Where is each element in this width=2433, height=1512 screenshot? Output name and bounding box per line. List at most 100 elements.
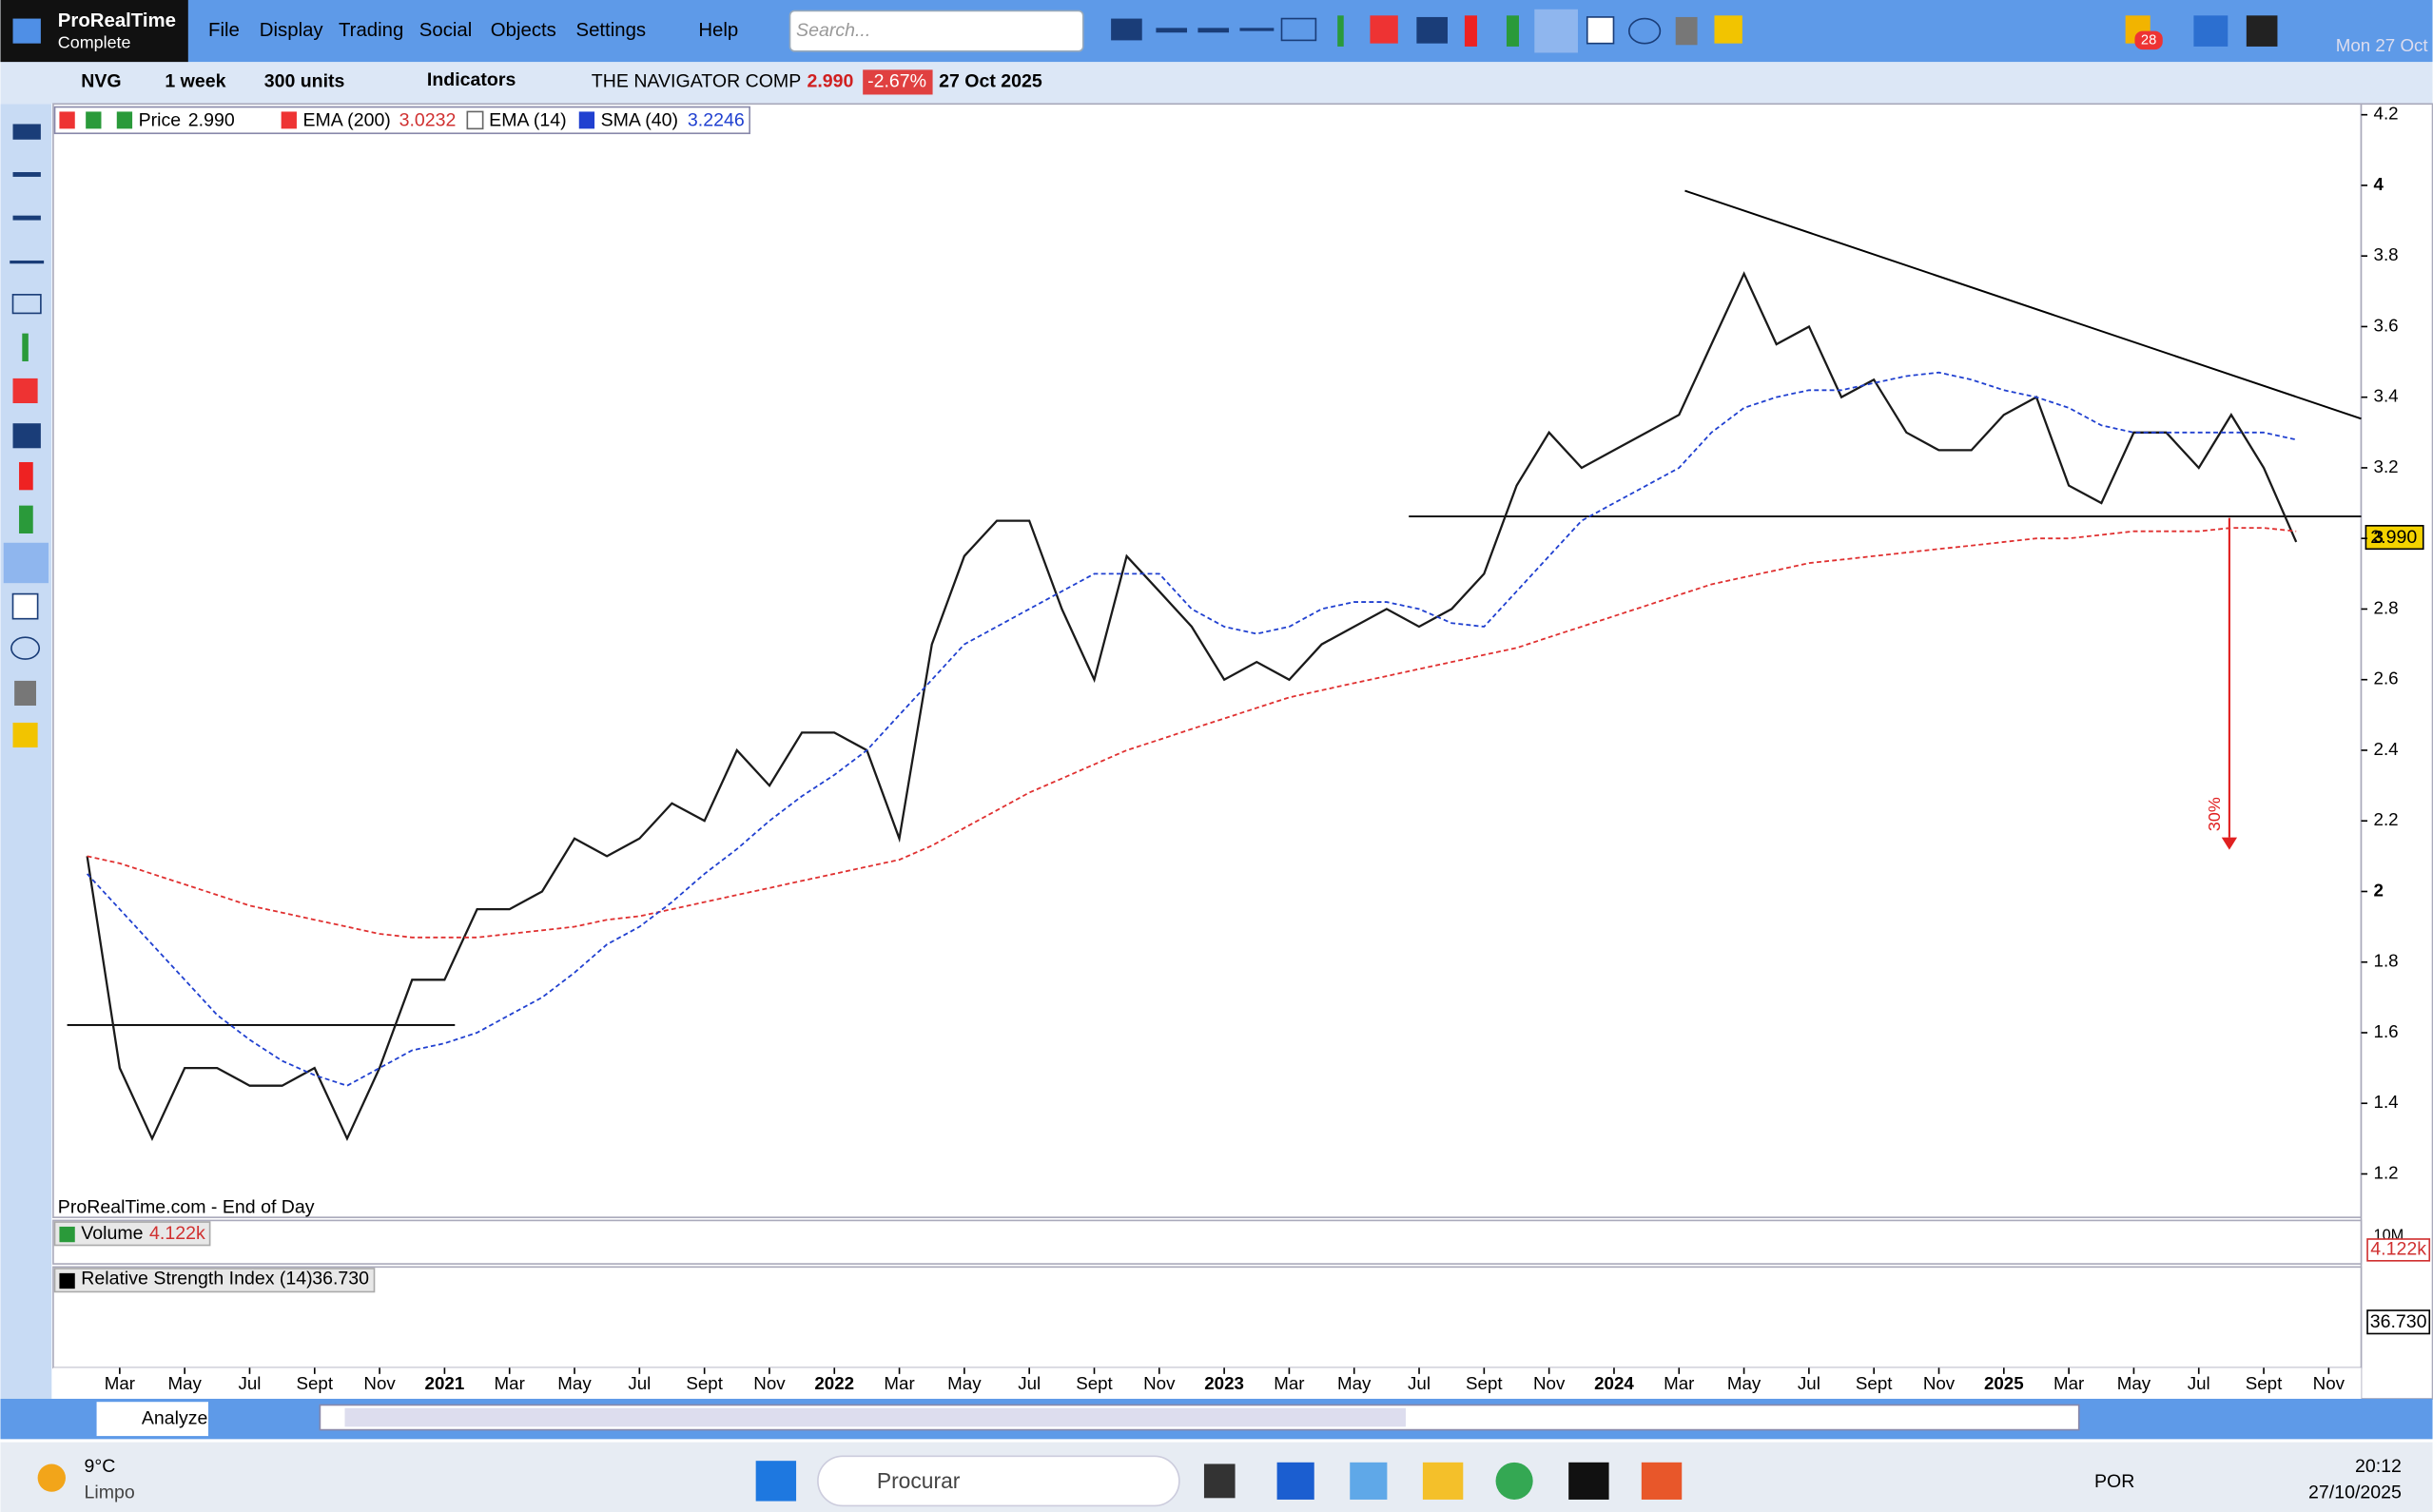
tool[interactable] (19, 461, 33, 491)
drawing-tools (0, 104, 52, 1399)
footer-text: ProRealTime.com - End of Day (58, 1197, 315, 1218)
start-button[interactable] (755, 1461, 797, 1502)
y-tick-label: 2.4 (2374, 739, 2399, 759)
clock-date: 27/10/2025 (2308, 1483, 2402, 1503)
y-tick-label: 3.2 (2374, 456, 2399, 476)
legend-swatch (281, 111, 297, 129)
tool[interactable] (3, 542, 49, 584)
tool[interactable] (12, 423, 41, 449)
units[interactable]: 300 units (264, 71, 345, 92)
indicators-button[interactable]: Indicators (427, 69, 516, 90)
legend-swatch (59, 1226, 75, 1243)
tool[interactable] (11, 294, 42, 315)
tool-icon[interactable] (1280, 17, 1317, 42)
search-placeholder[interactable]: Search... (796, 20, 870, 41)
analyze-button[interactable] (96, 1402, 208, 1437)
menu-item[interactable]: File (208, 20, 240, 41)
app-icon[interactable] (1495, 1462, 1533, 1500)
x-tick-label: Jul (238, 1373, 261, 1393)
search-box[interactable] (788, 10, 1084, 52)
rsi-label: Relative Strength Index (14) (81, 1269, 312, 1289)
period[interactable]: 1 week (165, 71, 225, 92)
menu-item[interactable]: Help (698, 20, 738, 41)
legend-swatch (466, 110, 484, 130)
tool[interactable] (12, 172, 41, 177)
x-tick-label: 2022 (814, 1373, 854, 1393)
tool[interactable] (12, 215, 41, 221)
tool-icon[interactable] (1239, 28, 1275, 31)
tool-icon[interactable] (1506, 15, 1519, 47)
tool[interactable] (11, 592, 39, 620)
analyze-label[interactable]: Analyze (142, 1407, 208, 1428)
tool[interactable] (14, 680, 36, 706)
tool-icon[interactable] (1370, 15, 1398, 44)
tool[interactable] (19, 505, 33, 533)
x-tick-label: May (1337, 1373, 1372, 1393)
tool-icon[interactable] (1156, 28, 1188, 33)
y-tick-label: 4 (2374, 174, 2384, 194)
x-tick-label: 2025 (1984, 1373, 2024, 1393)
menu-item[interactable]: Display (260, 20, 324, 41)
app-icon[interactable] (1203, 1464, 1236, 1499)
menu-item[interactable]: Trading (339, 20, 403, 41)
tool[interactable] (22, 333, 29, 361)
menu-item[interactable]: Objects (491, 20, 556, 41)
app-icon[interactable] (1641, 1462, 1683, 1500)
legend-ema14-label: EMA (14) (489, 109, 566, 130)
trend-line[interactable] (1684, 189, 2362, 420)
calc-icon[interactable] (2246, 15, 2278, 47)
x-tick-label: 2024 (1594, 1373, 1634, 1393)
weather-icon (37, 1464, 66, 1492)
x-tick-label: Mar (495, 1373, 525, 1393)
x-tick-label: Mar (884, 1373, 914, 1393)
app-icon[interactable] (1350, 1462, 1388, 1500)
rsi-value: 36.730 (312, 1269, 369, 1289)
rsi-legend (53, 1268, 376, 1293)
symbol[interactable]: NVG (81, 71, 121, 92)
tool-icon[interactable] (1675, 16, 1698, 46)
tool-icon[interactable] (1464, 15, 1477, 47)
tool-icon[interactable] (1197, 28, 1230, 33)
x-tick-label: Sept (2246, 1373, 2283, 1393)
tool-icon[interactable] (1586, 16, 1615, 45)
x-tick-label: Jul (1798, 1373, 1820, 1393)
tool-icon[interactable] (1416, 16, 1448, 44)
volume-axis-value: 4.122k (2370, 1239, 2426, 1260)
time-axis (52, 1367, 2362, 1399)
y-tick-label: 2.8 (2374, 597, 2399, 617)
tool-icon[interactable] (1337, 15, 1344, 47)
x-tick-label: Sept (1466, 1373, 1503, 1393)
menu-item[interactable]: Social (419, 20, 473, 41)
sync-icon[interactable] (2193, 15, 2229, 47)
language: POR (2094, 1471, 2134, 1492)
price-tag-text: 2.990 (2370, 527, 2417, 548)
tool[interactable] (12, 124, 41, 140)
tool-icon[interactable] (1534, 9, 1578, 53)
tool-icon[interactable] (1627, 17, 1662, 45)
x-tick-label: Mar (1664, 1373, 1694, 1393)
price-panel (52, 103, 2363, 1218)
tool[interactable] (10, 260, 45, 264)
legend-icon (59, 111, 75, 129)
tool[interactable] (12, 722, 38, 748)
app-icon[interactable] (1568, 1462, 1609, 1500)
header-date: Mon 27 Oct (2336, 35, 2429, 55)
menu-item[interactable]: Settings (575, 20, 646, 41)
x-tick-label: Sept (296, 1373, 333, 1393)
price-tag (2365, 525, 2424, 551)
tool[interactable] (10, 636, 41, 660)
tool-icon[interactable] (1714, 15, 1742, 44)
legend-ema200-label: EMA (200) (302, 109, 390, 130)
taskbar-search[interactable] (817, 1455, 1180, 1507)
tool[interactable] (12, 378, 38, 403)
taskbar-search-text[interactable]: Procurar (877, 1468, 961, 1493)
app-icon[interactable] (1422, 1462, 1464, 1500)
quote-date: 27 Oct 2025 (939, 71, 1042, 92)
scroll-track (344, 1407, 1406, 1427)
y-tick-label: 1.6 (2374, 1021, 2399, 1041)
app-icon[interactable] (1276, 1462, 1314, 1500)
x-tick-label: Mar (1274, 1373, 1304, 1393)
tool-icon[interactable] (1111, 18, 1142, 41)
volume-panel (52, 1219, 2363, 1265)
